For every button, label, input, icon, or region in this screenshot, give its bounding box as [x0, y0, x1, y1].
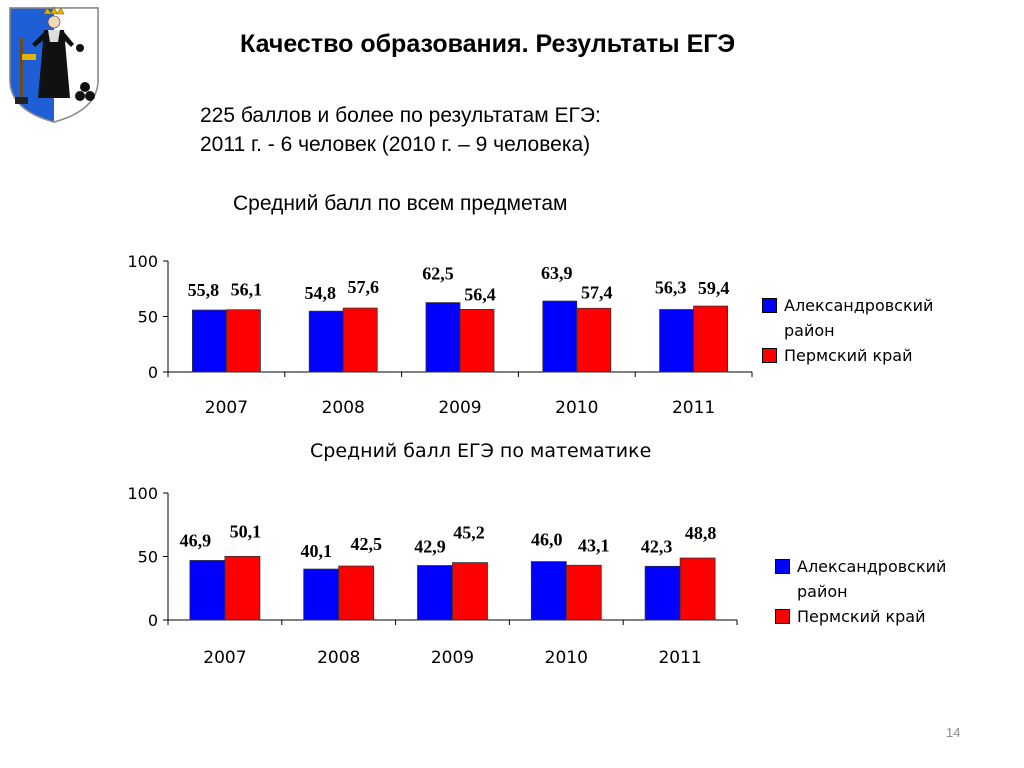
data-label: 42,5	[350, 534, 382, 554]
legend-swatch-blue	[762, 298, 777, 313]
data-label: 50,1	[230, 521, 262, 541]
data-label: 42,9	[414, 537, 446, 557]
x-tick-label: 2007	[203, 648, 246, 668]
bar-series-2	[679, 557, 716, 621]
legend-label: Пермский край	[797, 607, 926, 626]
y-tick-label: 100	[127, 484, 158, 503]
x-tick-label: 2009	[438, 398, 481, 418]
y-tick-label: 50	[138, 308, 158, 327]
bar-series-2	[342, 307, 378, 373]
info-line-1: 225 баллов и более по результатам ЕГЭ:	[200, 104, 601, 127]
bar-series-2	[452, 562, 488, 621]
legend-item-series-2: Пермский край	[762, 343, 962, 368]
legend-swatch-blue	[775, 559, 790, 574]
legend-item-series-1: Александровский район	[775, 554, 975, 604]
bar-series-1	[644, 565, 681, 621]
bar-series-2	[693, 305, 728, 373]
data-label: 45,2	[453, 523, 485, 543]
legend-label: Пермский край	[784, 346, 913, 365]
x-tick-label: 2008	[322, 398, 365, 418]
bar-series-1	[303, 568, 340, 621]
legend-swatch-red	[762, 348, 777, 363]
legend-swatch-red	[775, 609, 790, 624]
data-label: 56,1	[231, 280, 263, 300]
legend-label: Александровский район	[784, 296, 934, 340]
bar-series-2	[225, 309, 261, 373]
data-label: 43,1	[578, 535, 610, 555]
chart-1-legend: Александровский район Пермский край	[762, 293, 962, 368]
bar-series-1	[191, 309, 227, 373]
x-tick-label: 2008	[317, 648, 360, 668]
data-label: 63,9	[541, 263, 573, 283]
bar-series-1	[189, 560, 226, 621]
chart-1-title: Средний балл по всем предметам	[233, 192, 568, 215]
x-tick-label: 2010	[555, 398, 598, 418]
data-label: 54,8	[304, 283, 336, 303]
legend-item-series-2: Пермский край	[775, 604, 975, 629]
coat-of-arms-emblem	[9, 6, 99, 123]
bar-series-2	[459, 308, 495, 373]
data-label: 48,8	[685, 523, 717, 543]
x-tick-label: 2009	[431, 648, 474, 668]
bar-series-1	[659, 309, 694, 373]
data-label: 59,4	[698, 278, 730, 298]
bar-series-2	[224, 555, 261, 621]
data-label: 55,8	[188, 280, 220, 300]
info-line-2: 2011 г. - 6 человек (2010 г. – 9 человек…	[200, 133, 591, 156]
x-tick-label: 2010	[545, 648, 588, 668]
x-tick-label: 2007	[205, 398, 248, 418]
data-label: 56,4	[464, 284, 496, 304]
legend-item-series-1: Александровский район	[762, 293, 962, 343]
chart-2-title: Средний балл ЕГЭ по математике	[310, 440, 652, 462]
data-label: 56,3	[655, 278, 687, 298]
data-label: 57,4	[581, 282, 613, 302]
y-tick-label: 0	[148, 611, 158, 630]
data-label: 62,5	[422, 264, 454, 284]
y-tick-label: 0	[148, 363, 158, 382]
bar-series-1	[417, 565, 453, 621]
y-tick-label: 50	[138, 548, 158, 567]
bar-series-2	[576, 307, 612, 373]
data-label: 42,3	[641, 536, 673, 556]
data-label: 40,1	[300, 541, 332, 561]
bar-series-2	[338, 565, 375, 621]
data-label: 46,9	[180, 530, 212, 550]
data-label: 57,6	[347, 277, 379, 297]
data-label: 46,0	[531, 530, 563, 550]
x-tick-label: 2011	[658, 648, 701, 668]
bar-series-2	[565, 564, 602, 621]
legend-label: Александровский район	[797, 557, 947, 601]
bar-series-1	[530, 561, 567, 621]
bar-series-1	[425, 302, 461, 373]
info-text: 225 баллов и более по результатам ЕГЭ: 2…	[200, 101, 601, 159]
slide-title: Качество образования. Результаты ЕГЭ	[240, 30, 736, 58]
x-tick-label: 2011	[672, 398, 715, 418]
chart-2-legend: Александровский район Пермский край	[775, 554, 975, 629]
y-tick-label: 100	[127, 252, 158, 271]
page-number: 14	[946, 725, 961, 740]
